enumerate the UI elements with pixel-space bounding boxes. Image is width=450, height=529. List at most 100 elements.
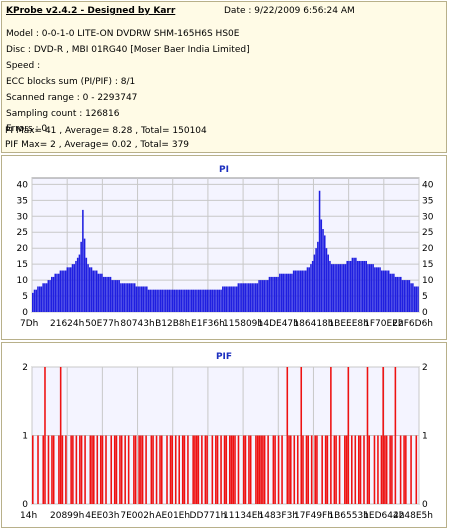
pi-bar bbox=[54, 273, 57, 312]
pif-bar bbox=[290, 435, 292, 504]
pi-bar bbox=[415, 286, 418, 312]
pi-bar bbox=[170, 289, 172, 312]
pi-bar bbox=[118, 280, 120, 312]
pi-bar bbox=[185, 289, 188, 312]
pi-bar bbox=[208, 289, 210, 312]
pif-bar bbox=[178, 435, 180, 504]
pi-bar bbox=[235, 286, 238, 312]
pi-bar bbox=[175, 289, 177, 312]
pif-bar bbox=[262, 435, 264, 504]
pif-chart-panel: PIF 0 0 1 1 2 2 14h 20899h 4EE03h 7E002h AE01Eh DD7… bbox=[1, 342, 447, 528]
pif-bar bbox=[80, 435, 83, 504]
pi-bar bbox=[45, 283, 48, 312]
pi-bar bbox=[165, 289, 167, 312]
pi-y-tick-label: 5 bbox=[22, 292, 28, 302]
pi-bar bbox=[318, 190, 321, 312]
pi-bar bbox=[199, 289, 202, 312]
pi-bar bbox=[139, 286, 141, 312]
pi-y-tick-label-right: 40 bbox=[422, 180, 434, 190]
pi-bar bbox=[232, 286, 234, 312]
pi-bar bbox=[334, 264, 336, 312]
pi-bar bbox=[337, 264, 340, 312]
pi-bar bbox=[287, 273, 290, 312]
pi-bar bbox=[275, 276, 278, 312]
pi-bar bbox=[349, 260, 352, 312]
pif-bar bbox=[242, 435, 245, 504]
pif-bar bbox=[255, 435, 257, 504]
pif-bar bbox=[385, 435, 388, 504]
pi-bar bbox=[203, 289, 205, 312]
pi-bar bbox=[37, 286, 39, 312]
pi-bar bbox=[344, 264, 347, 312]
pi-bar bbox=[374, 267, 376, 312]
pi-bar bbox=[132, 283, 134, 312]
pif-bar bbox=[333, 435, 336, 504]
pi-bar bbox=[227, 286, 229, 312]
pi-bar bbox=[182, 289, 184, 312]
pif-bar bbox=[288, 435, 290, 504]
pif-bar bbox=[305, 435, 308, 504]
pif-bar bbox=[166, 435, 168, 504]
pi-bar bbox=[323, 235, 326, 312]
pif-bar bbox=[345, 435, 348, 504]
pi-bar bbox=[372, 264, 374, 312]
disc-line: Disc : DVD-R , MBI 01RG40 [Moser Baer In… bbox=[6, 45, 250, 55]
pi-bar bbox=[346, 260, 348, 312]
pif-x-tick-label: 11134Eh bbox=[223, 511, 263, 521]
pi-bar bbox=[341, 264, 343, 312]
pi-bar bbox=[391, 273, 393, 312]
pif-bar bbox=[232, 435, 235, 504]
pif-bar bbox=[244, 435, 247, 504]
pi-bar bbox=[137, 286, 139, 312]
pif-bar bbox=[37, 435, 39, 504]
pi-bar bbox=[197, 289, 200, 312]
pif-bar bbox=[152, 435, 154, 504]
pif-bar bbox=[99, 435, 102, 504]
speed-line: Speed : bbox=[6, 61, 41, 71]
pi-bar bbox=[327, 254, 329, 312]
pif-bar bbox=[410, 435, 412, 504]
pi-bar bbox=[384, 270, 386, 312]
pif-bar bbox=[267, 435, 269, 504]
pi-bar bbox=[296, 270, 298, 312]
pi-bar bbox=[106, 276, 108, 312]
pi-bar bbox=[299, 270, 302, 312]
pi-bar bbox=[154, 289, 157, 312]
pif-bar bbox=[366, 367, 369, 504]
pi-bar bbox=[282, 273, 285, 312]
pi-bar bbox=[263, 280, 266, 312]
pif-x-tick-label: AE01Eh bbox=[155, 511, 190, 521]
pi-y-tick-label: 0 bbox=[22, 308, 28, 318]
pif-bar bbox=[169, 435, 172, 504]
pi-bar bbox=[127, 283, 129, 312]
pif-x-tick-label: 20899h bbox=[50, 511, 84, 521]
pi-bar bbox=[304, 270, 307, 312]
pi-bar bbox=[292, 270, 295, 312]
pi-bar bbox=[216, 289, 219, 312]
pif-bar bbox=[263, 435, 266, 504]
pi-bar bbox=[273, 276, 276, 312]
pif-bar bbox=[391, 435, 393, 504]
pif-bar bbox=[272, 435, 275, 504]
pif-bar bbox=[59, 367, 62, 504]
pif-bar bbox=[394, 367, 397, 504]
pi-bar bbox=[66, 267, 69, 312]
pi-bar bbox=[342, 264, 345, 312]
pi-bar bbox=[351, 257, 354, 312]
pi-bar bbox=[99, 273, 101, 312]
pif-bar bbox=[335, 435, 337, 504]
pi-x-tick-label: 14DE47h bbox=[258, 319, 299, 329]
pi-bar bbox=[379, 267, 381, 312]
pi-bar bbox=[253, 283, 255, 312]
pi-bar bbox=[356, 260, 359, 312]
pi-bar bbox=[310, 264, 312, 312]
pi-summary-line: PI Max= 41 , Average= 8.28 , Total= 1501… bbox=[5, 126, 207, 136]
pi-bar bbox=[44, 283, 46, 312]
pi-bar bbox=[108, 276, 110, 312]
pi-bar bbox=[244, 283, 247, 312]
pi-bar bbox=[161, 289, 164, 312]
pif-bar bbox=[194, 435, 196, 504]
pi-bar bbox=[277, 276, 279, 312]
pi-y-tick-label: 20 bbox=[17, 244, 29, 254]
